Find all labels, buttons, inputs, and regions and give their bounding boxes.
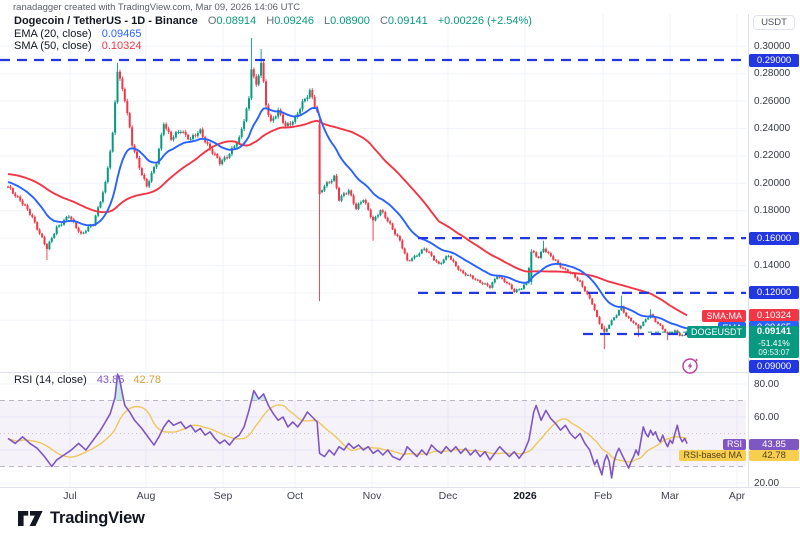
rsi-name-chip: RSI-based MA xyxy=(679,450,746,461)
tradingview-logomark xyxy=(18,511,43,526)
price-tick-label: 0.26000 xyxy=(754,95,791,107)
price-tick-label: 0.18000 xyxy=(754,205,791,217)
axis-currency-toggle[interactable]: USDT xyxy=(753,15,795,30)
sma-value: 0.10324 xyxy=(101,40,142,52)
ohlc-high-value: 0.09246 xyxy=(274,15,314,27)
level-price-badge[interactable]: 0.12000 xyxy=(749,286,799,300)
price-tick-label: 0.28000 xyxy=(754,68,791,80)
time-axis-label[interactable]: Mar xyxy=(660,490,680,502)
pane-divider[interactable] xyxy=(0,372,800,373)
ohlc-close-label: C xyxy=(379,15,388,27)
indicator-name-chip: SMA:MA xyxy=(702,309,746,322)
main-price-pane[interactable] xyxy=(0,0,748,372)
sma-legend-row: SMA (50, close) 0.10324 xyxy=(14,40,141,52)
ohlc-close-value: 0.09141 xyxy=(387,15,428,27)
price-tick-label: 0.22000 xyxy=(754,150,791,162)
time-axis-label[interactable]: Sep xyxy=(213,490,233,502)
rsi-value-badge: 43.85 xyxy=(749,439,799,450)
time-axis-label[interactable]: Nov xyxy=(362,490,382,502)
rsi-label[interactable]: RSI (14, close) xyxy=(14,374,87,386)
time-axis-label[interactable]: Dec xyxy=(438,490,458,502)
attribution-text: ranadagger created with TradingView.com,… xyxy=(13,2,301,13)
time-axis-border xyxy=(0,487,800,488)
symbol-legend-row: Dogecoin / TetherUS - 1D - Binance O0.08… xyxy=(14,15,532,27)
ohlc-low-value: 0.08900 xyxy=(330,15,370,27)
rsi-value: 43.85 xyxy=(96,374,125,386)
tradingview-wordmark: TradingView xyxy=(50,509,145,527)
rsi-tick-label: 60.00 xyxy=(754,411,780,423)
rsi-value-badge: 42.78 xyxy=(749,450,799,461)
level-price-badge[interactable]: 0.09000 xyxy=(749,359,799,373)
rsi-pane[interactable] xyxy=(0,372,748,487)
rsi-tick-label: 80.00 xyxy=(754,378,780,390)
ohlc-low-label: L xyxy=(324,15,331,27)
level-price-badge[interactable]: 0.16000 xyxy=(749,231,799,245)
symbol-price-badge: 0.09141 -51.41% 09:53:07 xyxy=(749,326,799,358)
time-axis-label[interactable]: Feb xyxy=(593,490,613,502)
symbol-badge-change: -51.41% xyxy=(758,338,790,348)
price-tick-label: 0.24000 xyxy=(754,123,791,134)
ema-label[interactable]: EMA (20, close) xyxy=(14,28,92,40)
price-tick-label: 0.30000 xyxy=(754,40,791,52)
rsi-tick-label: 20.00 xyxy=(754,477,780,489)
symbol-title[interactable]: Dogecoin / TetherUS - 1D - Binance xyxy=(14,15,198,27)
ema-legend-row: EMA (20, close) 0.09465 xyxy=(14,28,141,40)
rsi-ma-value: 42.78 xyxy=(133,374,161,386)
lightning-bolt-icon xyxy=(687,362,693,370)
price-axis-border xyxy=(748,14,749,487)
rsi-name-chip: RSI xyxy=(722,439,746,450)
ohlc-open-label: O xyxy=(207,15,217,27)
symbol-badge-countdown: 09:53:07 xyxy=(758,348,790,357)
tradingview-logo[interactable]: TradingView xyxy=(18,509,145,528)
ema-value: 0.09465 xyxy=(101,28,142,40)
ohlc-change: +0.00226 (+2.54%) xyxy=(437,15,532,27)
ohlc-high-label: H xyxy=(266,15,275,27)
time-axis-label[interactable]: Apr xyxy=(728,490,746,502)
symbol-name-chip: DOGEUSDT xyxy=(686,326,746,339)
sparkle-icon xyxy=(694,358,699,362)
time-axis-label[interactable]: 2026 xyxy=(513,490,537,502)
indicator-value-badge: 0.10324 xyxy=(749,309,799,323)
price-tick-label: 0.14000 xyxy=(754,260,791,271)
time-axis-label[interactable]: Oct xyxy=(286,490,304,502)
time-axis-label[interactable]: Aug xyxy=(136,490,156,502)
sma-label[interactable]: SMA (50, close) xyxy=(14,40,92,52)
time-axis-label[interactable]: Jul xyxy=(63,490,77,502)
symbol-badge-price: 0.09141 xyxy=(756,326,792,337)
ohlc-open-value: 0.08914 xyxy=(216,15,257,27)
level-price-badge[interactable]: 0.29000 xyxy=(749,53,799,67)
flash-drawing-icon[interactable] xyxy=(681,355,701,375)
price-tick-label: 0.20000 xyxy=(754,177,791,189)
rsi-legend-row: RSI (14, close) 43.85 42.78 xyxy=(14,374,161,386)
